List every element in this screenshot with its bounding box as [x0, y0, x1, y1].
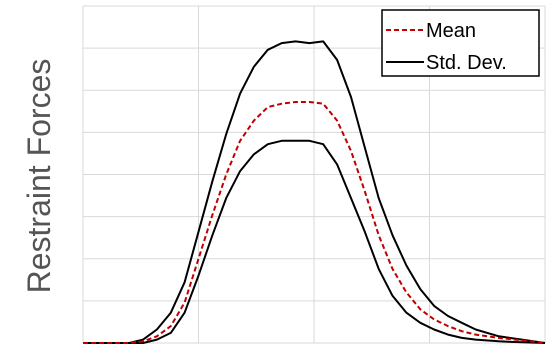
legend: Mean Std. Dev.	[381, 9, 540, 77]
y-axis-label: Restraint Forces	[21, 59, 57, 294]
legend-label-std-dev: Std. Dev.	[426, 52, 507, 74]
plot-lines	[83, 40, 546, 344]
series-line-mean	[83, 101, 546, 344]
legend-box	[381, 9, 540, 77]
series-line-std-dev	[83, 40, 546, 344]
legend-label-mean: Mean	[426, 20, 476, 42]
series-line-std-dev-lower	[83, 139, 546, 344]
